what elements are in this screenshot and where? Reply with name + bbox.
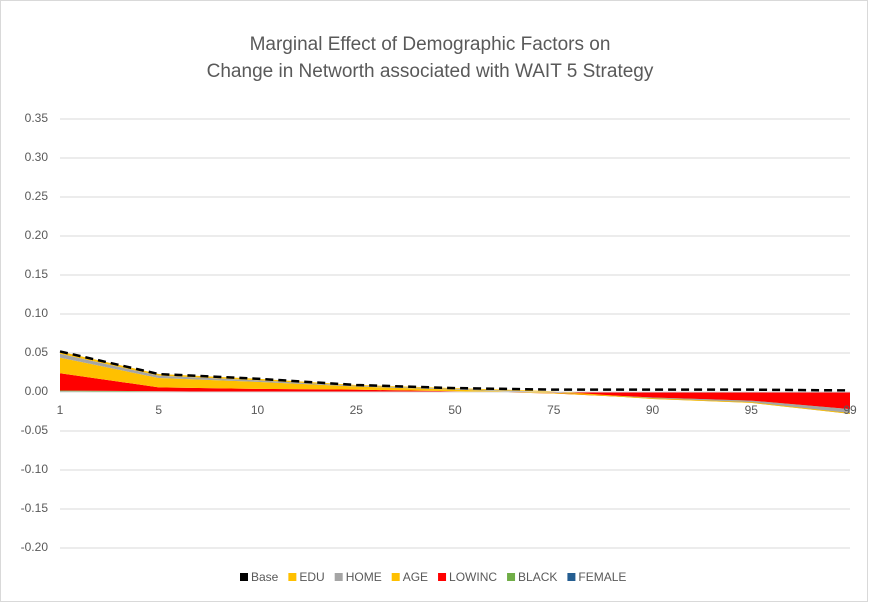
- y-tick-label: 0.05: [25, 345, 49, 359]
- y-tick-label: -0.20: [21, 540, 49, 554]
- legend-label: FEMALE: [578, 570, 626, 584]
- x-tick-label: 10: [251, 403, 265, 417]
- base-line: [59, 350, 851, 392]
- legend-swatch: [334, 573, 343, 581]
- legend-swatch: [438, 573, 447, 581]
- x-tick-label: 25: [350, 403, 364, 417]
- x-tick-label: 95: [745, 403, 759, 417]
- y-tick-label: 0.00: [25, 384, 49, 398]
- legend-swatch: [567, 573, 576, 581]
- x-tick-label: 1: [57, 403, 64, 417]
- legend-label: BLACK: [518, 570, 557, 584]
- legend-label: EDU: [299, 570, 324, 584]
- y-tick-label: -0.10: [21, 462, 49, 476]
- y-tick-label: 0.20: [25, 228, 49, 242]
- y-tick-label: -0.05: [21, 423, 49, 437]
- y-tick-label: 0.30: [25, 150, 49, 164]
- x-tick-label: 50: [448, 403, 462, 417]
- y-tick-label: 0.15: [25, 267, 49, 281]
- legend-label: LOWINC: [449, 570, 497, 584]
- legend-swatch: [507, 573, 516, 581]
- chart-title: Change in Networth associated with WAIT …: [207, 61, 654, 82]
- x-tick-label: 75: [547, 403, 561, 417]
- legend-swatch: [288, 573, 297, 581]
- chart-title: Marginal Effect of Demographic Factors o…: [250, 34, 611, 55]
- x-tick-label: 5: [155, 403, 162, 417]
- y-tick-label: 0.35: [25, 111, 49, 125]
- y-tick-label: -0.15: [21, 501, 49, 515]
- area: [60, 357, 850, 410]
- y-tick-label: 0.10: [25, 306, 49, 320]
- legend-swatch: [240, 573, 248, 581]
- y-tick-label: 0.25: [25, 189, 49, 203]
- legend-label: HOME: [346, 570, 382, 584]
- legend-label: Base: [251, 570, 279, 584]
- legend-label: AGE: [403, 570, 428, 584]
- x-tick-label: 90: [646, 403, 660, 417]
- x-tick-label: 99: [843, 403, 857, 417]
- area: [60, 351, 850, 414]
- legend-swatch: [391, 573, 400, 581]
